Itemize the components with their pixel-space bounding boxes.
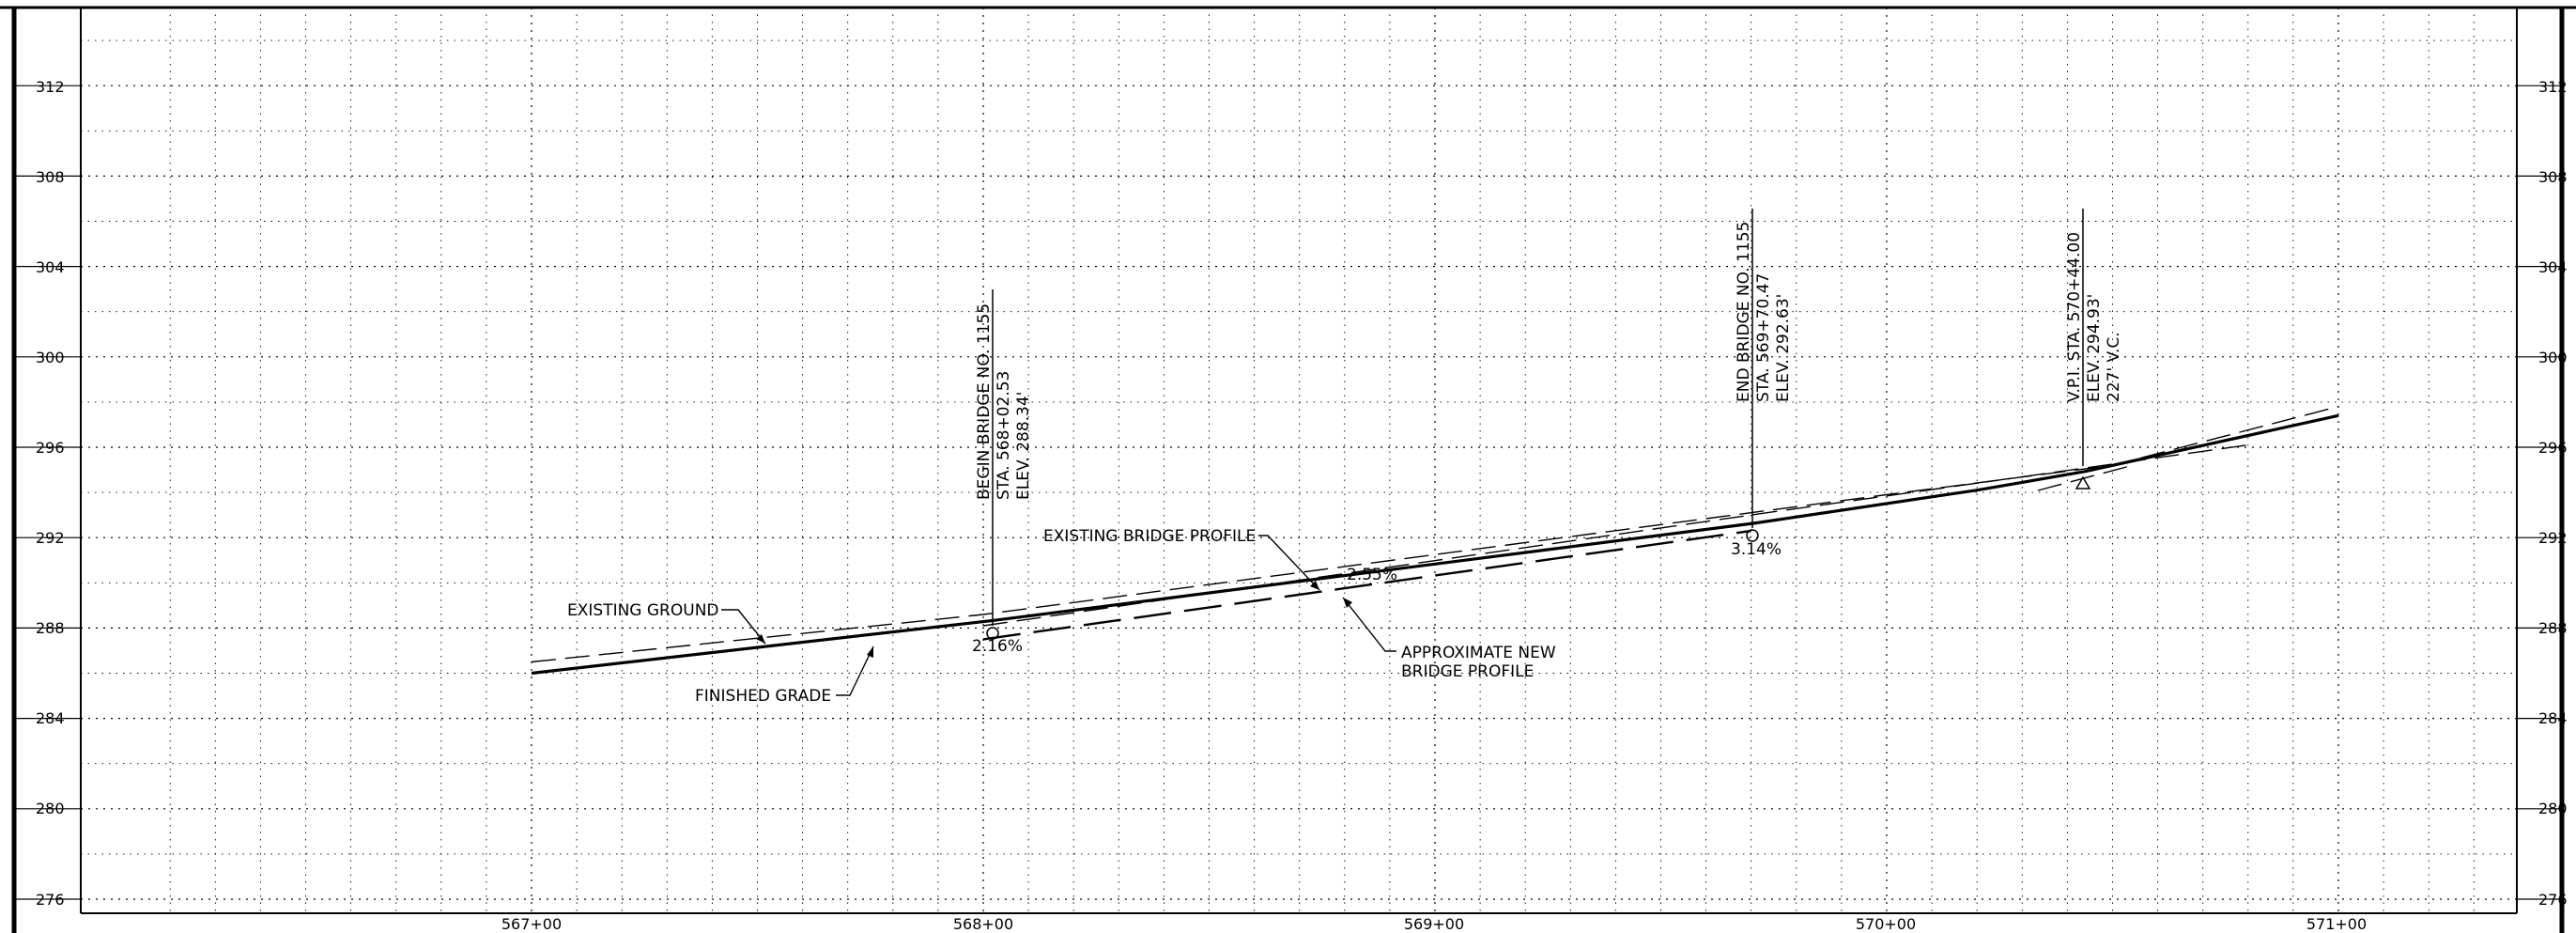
new-bridge-leader [1342,597,1396,652]
existing-bridge-arrowhead [1310,581,1319,590]
existing-bridge-profile-label: EXISTING BRIDGE PROFILE [1043,527,1256,546]
vpi-tangent-in [2037,465,2131,491]
elevation-tick-label: 276 [36,891,65,909]
elevation-tick-label: 284 [2538,709,2568,727]
vpi-line-1: V.P.I. STA. 570+44.00 [2065,232,2084,402]
grid-major [14,8,2562,913]
station-tick-label: 568+00 [953,915,1013,933]
station-tick-label: 567+00 [501,915,562,933]
grid-minor [81,8,2517,913]
finished-grade-line [531,413,2339,676]
elevation-tick-label: 308 [2538,168,2568,186]
existing-ground-label: EXISTING GROUND [567,601,719,620]
elevation-tick-label: 292 [36,529,65,547]
station-tick-label: 570+00 [1856,915,1916,933]
existing-ground-leader [721,609,766,645]
elevation-tick-label: 280 [2538,800,2568,817]
begin-bridge-line-2: STA. 568+02.53 [995,371,1013,500]
end-bridge-line-2: STA. 569+70.47 [1754,273,1773,402]
existing-bridge-label-group: EXISTING BRIDGE PROFILE [1043,527,1320,591]
elevation-tick-label: 284 [36,709,65,727]
slope-label: 2.55% [1347,566,1397,584]
vpi-line-2: ELEV. 294.93' [2085,294,2104,402]
existing-ground-label-group: EXISTING GROUND [567,601,766,645]
profile-lines [531,406,2339,676]
existing-bridge-leader [1258,535,1320,591]
elevation-tick-label: 300 [2538,349,2568,366]
station-tick-label: 569+00 [1404,915,1464,933]
new-bridge-label-line-1: APPROXIMATE NEW [1401,644,1556,662]
vpi-line-3: 227' V.C. [2105,332,2123,402]
finished-grade-arrowhead [867,646,873,658]
end-bridge-marker [1746,529,1759,542]
begin-bridge-marker [986,627,999,640]
begin-bridge-callout: BEGIN BRIDGE NO. 1155 STA. 568+02.53 ELE… [975,289,1033,640]
begin-bridge-line-1: BEGIN BRIDGE NO. 1155 [975,303,994,500]
vpi-triangle-marker [2075,475,2091,490]
elevation-labels-right: 312 308 304 300 296 292 288 284 280 276 [2538,78,2568,909]
elevation-tick-label: 276 [2538,891,2568,909]
elevation-tick-label: 292 [2538,529,2568,547]
new-bridge-arrowhead [1343,598,1352,608]
finished-grade-label: FINISHED GRADE [695,687,831,706]
elevation-tick-label: 288 [2538,619,2568,637]
slope-labels: 2.16% 2.55% 3.14% [972,540,1782,656]
existing-ground-line [531,406,2339,663]
new-bridge-label-line-2: BRIDGE PROFILE [1401,662,1534,681]
begin-bridge-line-3: ELEV. 288.34' [1014,392,1033,500]
elevation-tick-label: 300 [36,349,65,366]
elevation-tick-label: 288 [36,619,65,637]
slope-label: 3.14% [1731,540,1782,559]
finished-grade-leader [836,645,874,696]
end-bridge-line-3: ELEV. 292.63' [1774,294,1793,402]
end-bridge-line-1: END BRIDGE NO. 1155 [1735,222,1753,402]
elevation-tick-label: 296 [2538,439,2568,457]
elevation-tick-label: 304 [36,258,65,276]
station-tick-label: 571+00 [2306,915,2367,933]
elevation-tick-label: 312 [2538,78,2568,96]
finished-grade-label-group: FINISHED GRADE [695,645,874,706]
station-labels: 567+00 568+00 569+00 570+00 571+00 [501,915,2367,933]
elevation-tick-label: 296 [36,439,65,457]
end-bridge-callout: END BRIDGE NO. 1155 STA. 569+70.47 ELEV.… [1735,209,1793,542]
approximate-new-bridge-profile-line [982,529,1751,641]
slope-label: 2.16% [972,637,1023,656]
vpi-callout: V.P.I. STA. 570+44.00 ELEV. 294.93' 227'… [2037,209,2131,491]
existing-ground-arrowhead [756,634,765,644]
elevation-labels-left: 312 308 304 300 296 292 288 284 280 276 [36,78,65,909]
elevation-tick-label: 304 [2538,258,2568,276]
elevation-tick-label: 312 [36,78,65,96]
new-bridge-label-group: APPROXIMATE NEW BRIDGE PROFILE [1342,597,1556,681]
elevation-tick-label: 280 [36,800,65,817]
sheet-frame [0,6,2576,933]
elevation-tick-label: 308 [36,168,65,186]
